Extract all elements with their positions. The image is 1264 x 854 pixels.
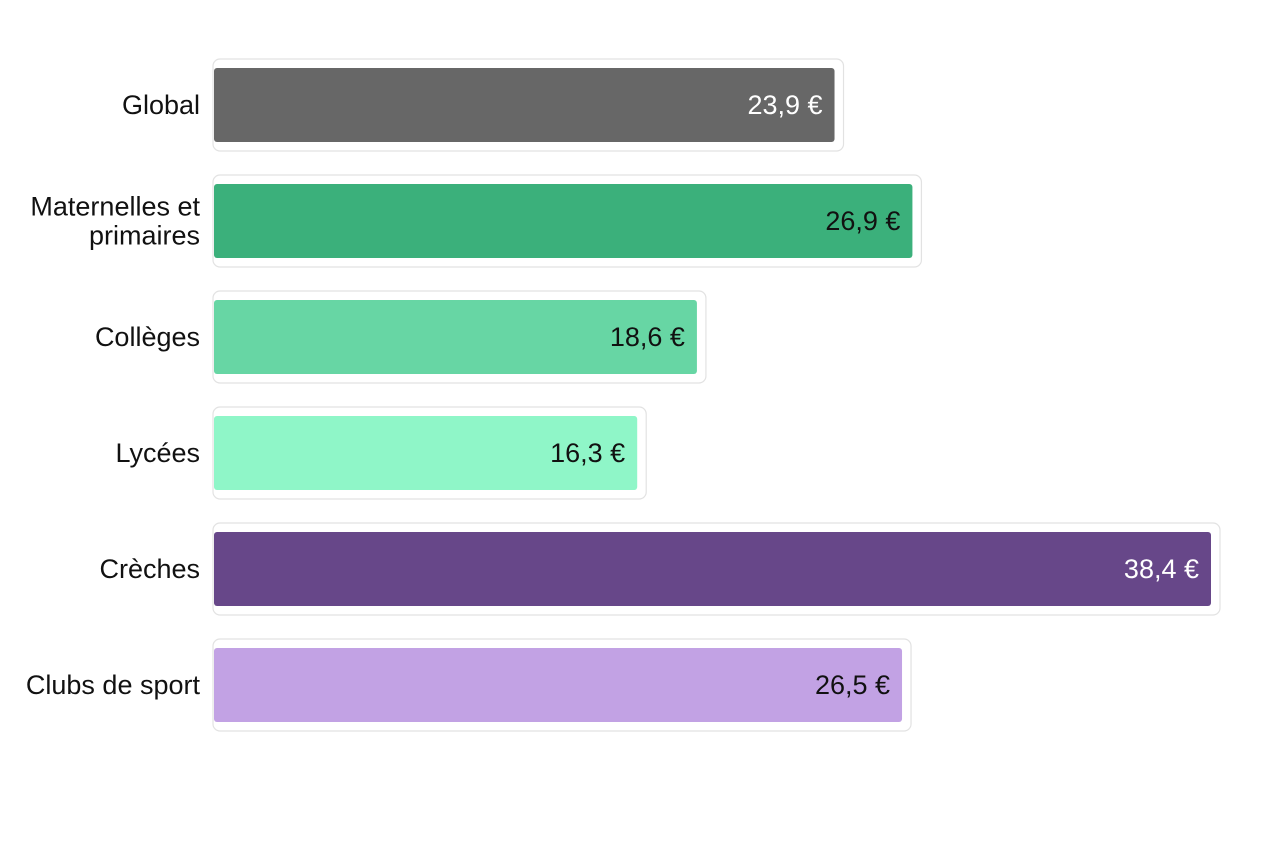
bar-value-label: 38,4 € <box>1124 554 1199 584</box>
bar-value-label: 26,5 € <box>815 670 890 700</box>
category-label: Global <box>122 90 200 120</box>
bar-group: 26,9 € Maternelles et primaires <box>30 174 923 268</box>
bar-value-label: 26,9 € <box>825 206 900 236</box>
bar <box>214 68 835 142</box>
category-label: Collèges <box>95 322 200 352</box>
bar-group: 23,9 € Global <box>122 58 845 152</box>
bar-value-label: 23,9 € <box>747 90 822 120</box>
bar <box>214 300 697 374</box>
bar <box>214 648 903 722</box>
category-label: Crèches <box>99 554 200 584</box>
category-label: Clubs de sport <box>26 670 201 700</box>
bar-group: 16,3 € Lycées <box>115 406 647 500</box>
bar-group: 26,5 € Clubs de sport <box>26 638 912 732</box>
bar-group: 38,4 € Crèches <box>99 522 1221 616</box>
bar <box>214 416 638 490</box>
category-label: Maternelles et primaires <box>30 192 200 251</box>
bar-group: 18,6 € Collèges <box>95 290 707 384</box>
category-label: Lycées <box>115 438 200 468</box>
bar-value-label: 16,3 € <box>550 438 625 468</box>
bar <box>214 184 913 258</box>
bar <box>214 532 1211 606</box>
bar-value-label: 18,6 € <box>610 322 685 352</box>
